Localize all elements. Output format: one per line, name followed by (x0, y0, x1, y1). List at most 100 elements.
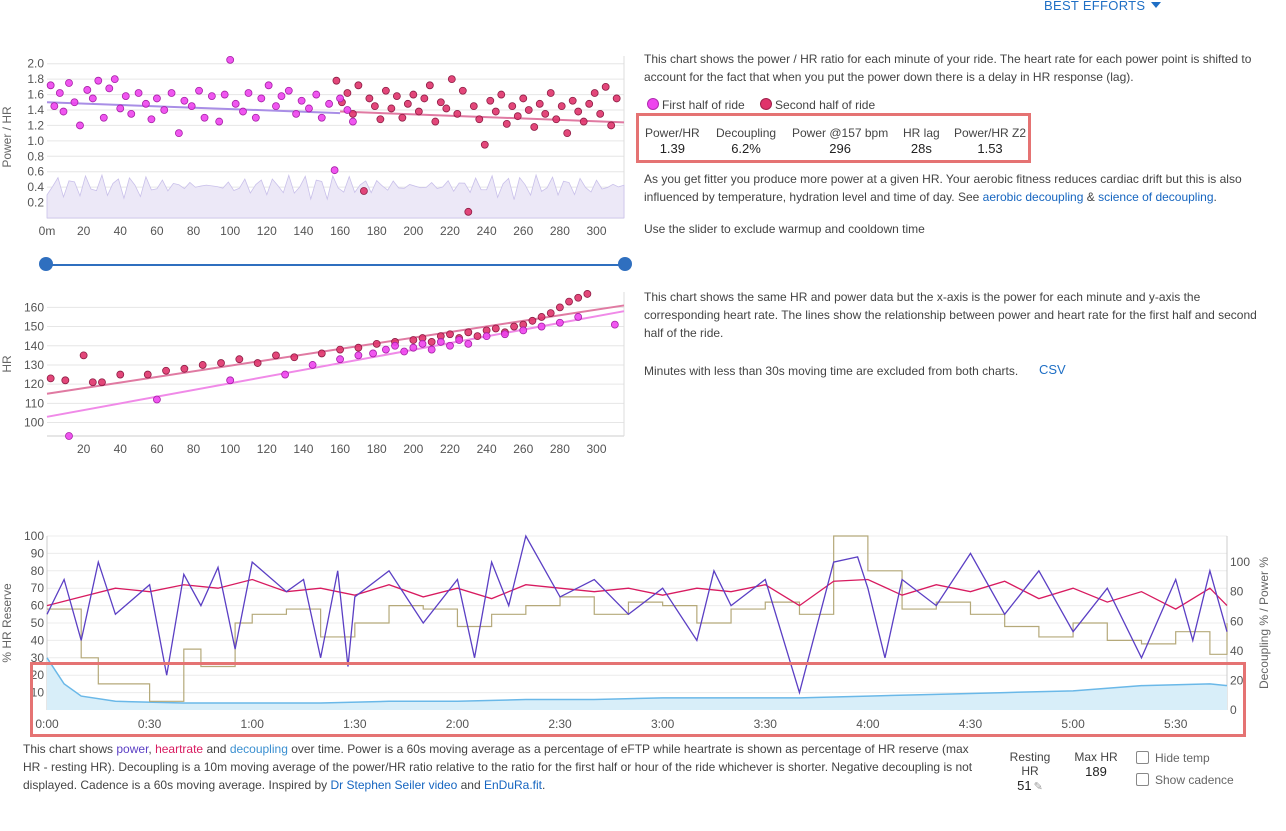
point-second-half (565, 297, 573, 306)
x-tick-label: 160 (330, 224, 350, 238)
y2-tick-label: 0 (1230, 703, 1237, 717)
chart-legend: First half of ride Second half of ride (647, 96, 875, 114)
point-second-half (349, 109, 357, 118)
point-first-half (244, 89, 253, 97)
x-tick-label: 5:00 (1061, 717, 1085, 731)
point-first-half (187, 102, 196, 111)
point-first-half (400, 347, 409, 356)
point-first-half (427, 345, 436, 354)
point-first-half (312, 90, 321, 99)
resting-hr-value-wrap[interactable]: 51 ✎ (1000, 778, 1060, 793)
point-first-half (482, 332, 491, 341)
point-first-half (83, 86, 92, 94)
endura-link[interactable]: EnDuRa.fit (483, 778, 542, 792)
science-of-decoupling-link[interactable]: science of decoupling (1098, 190, 1214, 204)
point-first-half (65, 432, 73, 440)
legend-first-half[interactable]: First half of ride (647, 98, 745, 112)
point-first-half (153, 395, 161, 404)
legend-second-half[interactable]: Second half of ride (760, 98, 875, 112)
slider-hint: Use the slider to exclude warmup and coo… (644, 222, 925, 236)
x-tick-label: 220 (440, 224, 460, 238)
show-cadence-checkbox[interactable]: Show cadence (1136, 773, 1234, 787)
point-second-half (61, 376, 70, 385)
point-second-half (420, 94, 429, 103)
range-slider-end-handle[interactable] (618, 257, 632, 271)
point-first-half (381, 345, 390, 354)
point-second-half (524, 106, 533, 114)
point-first-half (343, 106, 352, 114)
y-tick-label: 10 (31, 686, 45, 700)
x-tick-label: 280 (550, 442, 570, 456)
y-tick-label: 140 (24, 339, 44, 353)
point-second-half (555, 303, 564, 312)
point-first-half (349, 117, 357, 126)
exclusion-note: Minutes with less than 30s moving time a… (644, 364, 1019, 378)
x-tick-label: 20 (77, 442, 91, 456)
point-first-half (207, 92, 216, 101)
point-second-half (376, 115, 385, 124)
seiler-video-link[interactable]: Dr Stephen Seiler video (330, 778, 458, 792)
y2-tick-label: 100 (1230, 555, 1250, 569)
ampersand: & (1083, 190, 1099, 204)
stat-hr-lag: HR lag 28s (903, 126, 940, 156)
x-tick-label: 200 (403, 224, 423, 238)
power-hr-ratio-chart[interactable]: 0.2 0.40.6 0.81.0 1.21.41.6 1.82.0 0m 20 40 60 80… (0, 52, 636, 244)
point-first-half (88, 94, 97, 103)
point-first-half (94, 76, 103, 85)
point-second-half (574, 107, 583, 116)
point-second-half (446, 330, 454, 339)
show-cadence-checkbox-box[interactable] (1136, 773, 1149, 786)
x-tick-label: 0:30 (138, 717, 162, 731)
point-second-half (98, 378, 106, 387)
point-first-half (134, 89, 143, 97)
x-tick-label: 200 (403, 442, 423, 456)
legend-first-half-label: First half of ride (662, 98, 745, 112)
y-tick-label: 30 (31, 651, 45, 665)
point-first-half (55, 89, 64, 97)
point-second-half (217, 359, 225, 367)
best-efforts-dropdown[interactable]: BEST EFFORTS (1044, 0, 1162, 13)
point-first-half (369, 349, 377, 358)
y-tick-label: 70 (31, 581, 45, 595)
point-second-half (162, 366, 170, 375)
decoupling-highlight-box (30, 662, 1246, 737)
point-first-half (336, 94, 344, 103)
x-tick-label: 180 (367, 224, 387, 238)
stat-power-at-bpm: Power @157 bpm 296 (792, 126, 888, 156)
desc-and: and (457, 778, 484, 792)
hr-power-description: This chart shows the same HR and power d… (644, 290, 1257, 340)
point-first-half (153, 94, 161, 103)
range-slider-start-handle[interactable] (39, 257, 53, 271)
point-first-half (239, 107, 247, 116)
hide-temp-checkbox-box[interactable] (1136, 751, 1149, 764)
stat-label: Power/HR Z2 (954, 126, 1027, 140)
aerobic-decoupling-link[interactable]: aerobic decoupling (982, 190, 1084, 204)
heartrate-line (46, 578, 1228, 610)
point-first-half (174, 129, 183, 138)
x-tick-label: 1:00 (241, 717, 265, 731)
stats-summary-box: Power/HR 1.39 Decoupling 6.2% Power @157 b… (636, 113, 1031, 163)
point-second-half (365, 94, 374, 103)
point-first-half (110, 75, 119, 84)
point-first-half (308, 361, 317, 369)
legend-first-half-icon (647, 98, 659, 110)
x-tick-label: 100 (220, 224, 240, 238)
point-second-half (579, 117, 588, 126)
point-second-half (530, 123, 539, 131)
x-tick-label: 260 (513, 224, 533, 238)
point-second-half (332, 76, 341, 85)
point-first-half (336, 355, 344, 364)
x-tick-label: 2:30 (548, 717, 572, 731)
x-tick-label: 4:00 (856, 717, 880, 731)
y-tick-label: 150 (24, 320, 44, 334)
point-first-half (251, 113, 260, 122)
range-slider-track[interactable] (39, 257, 632, 271)
edit-pencil-icon[interactable]: ✎ (1033, 781, 1043, 793)
hide-temp-checkbox[interactable]: Hide temp (1136, 751, 1210, 765)
legend-second-half-label: Second half of ride (775, 98, 876, 112)
decoupling-line (46, 657, 1228, 704)
point-second-half (409, 90, 418, 99)
hr-power-decoupling-timeseries[interactable]: 10 20 30 40 50 60 70 80 90 100 0 20 40 60 80 100 0:00 0:3… (0, 530, 1286, 742)
csv-download-link[interactable]: CSV (1039, 362, 1066, 377)
hr-vs-power-chart[interactable]: 100 110 120 130 140 150 160 20 40 60 80 100 120 140 16… (0, 288, 636, 458)
